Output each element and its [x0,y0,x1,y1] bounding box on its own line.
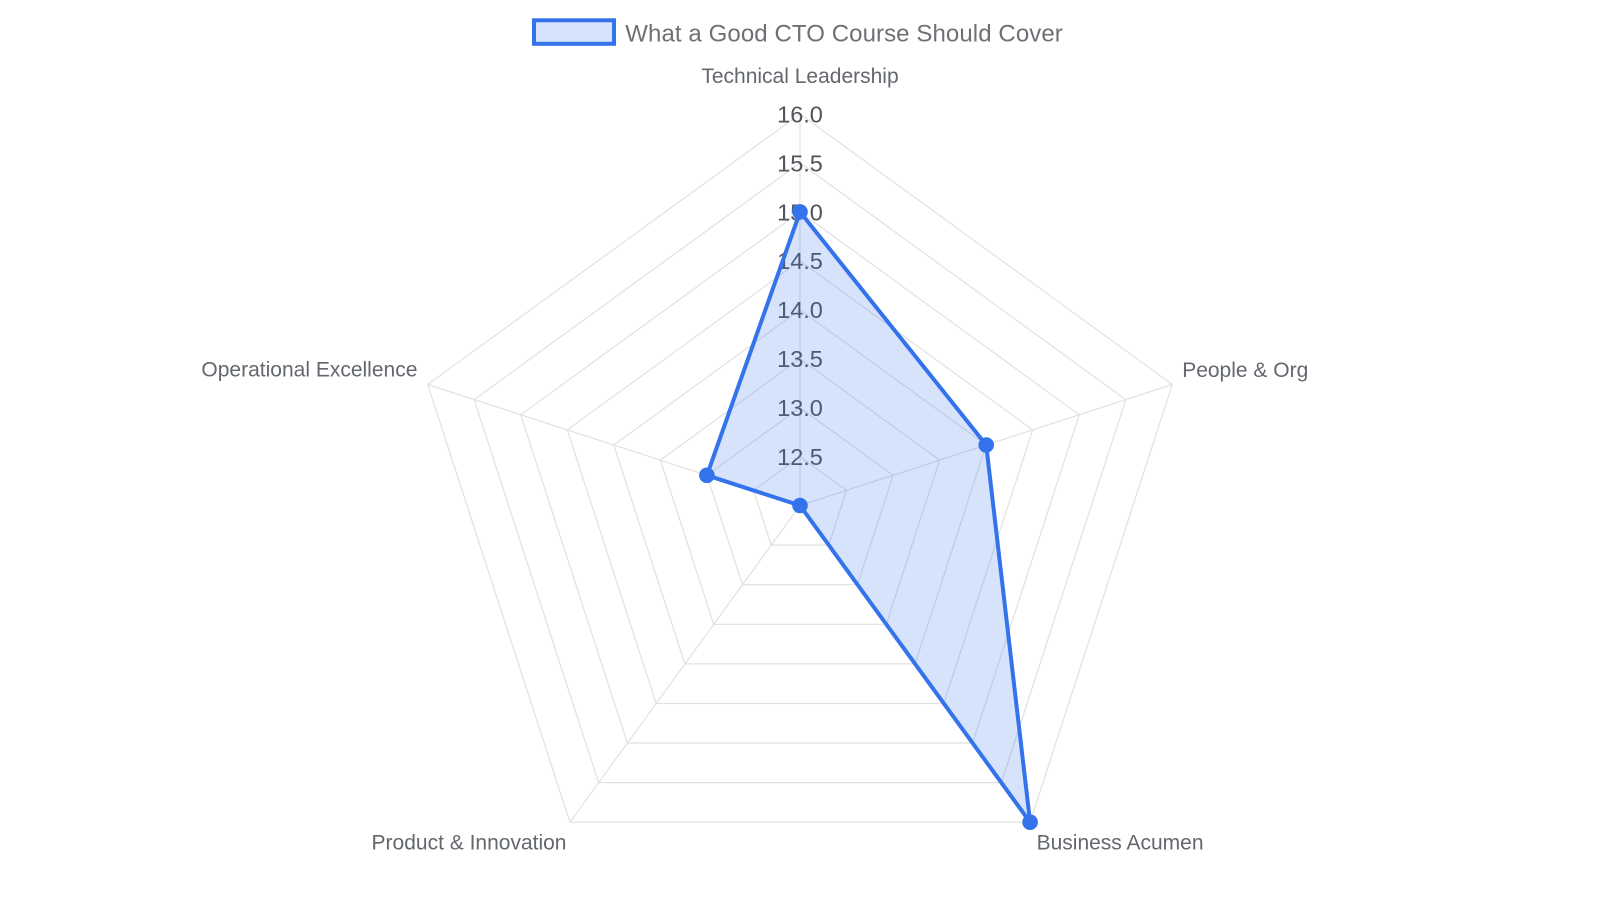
svg-text:13.5: 13.5 [777,346,823,372]
svg-text:Operational Excellence: Operational Excellence [201,359,417,382]
svg-text:Technical Leadership: Technical Leadership [701,65,898,88]
svg-text:People & Org: People & Org [1182,359,1308,382]
svg-text:Business Acumen: Business Acumen [1037,832,1204,855]
svg-text:13.0: 13.0 [777,395,823,421]
svg-text:Product & Innovation: Product & Innovation [372,832,567,855]
svg-text:16.0: 16.0 [777,101,823,127]
svg-text:15.5: 15.5 [777,150,823,176]
svg-text:12.5: 12.5 [777,444,823,470]
svg-text:14.0: 14.0 [777,297,823,323]
svg-text:What a Good CTO Course Should: What a Good CTO Course Should Cover [625,21,1063,48]
